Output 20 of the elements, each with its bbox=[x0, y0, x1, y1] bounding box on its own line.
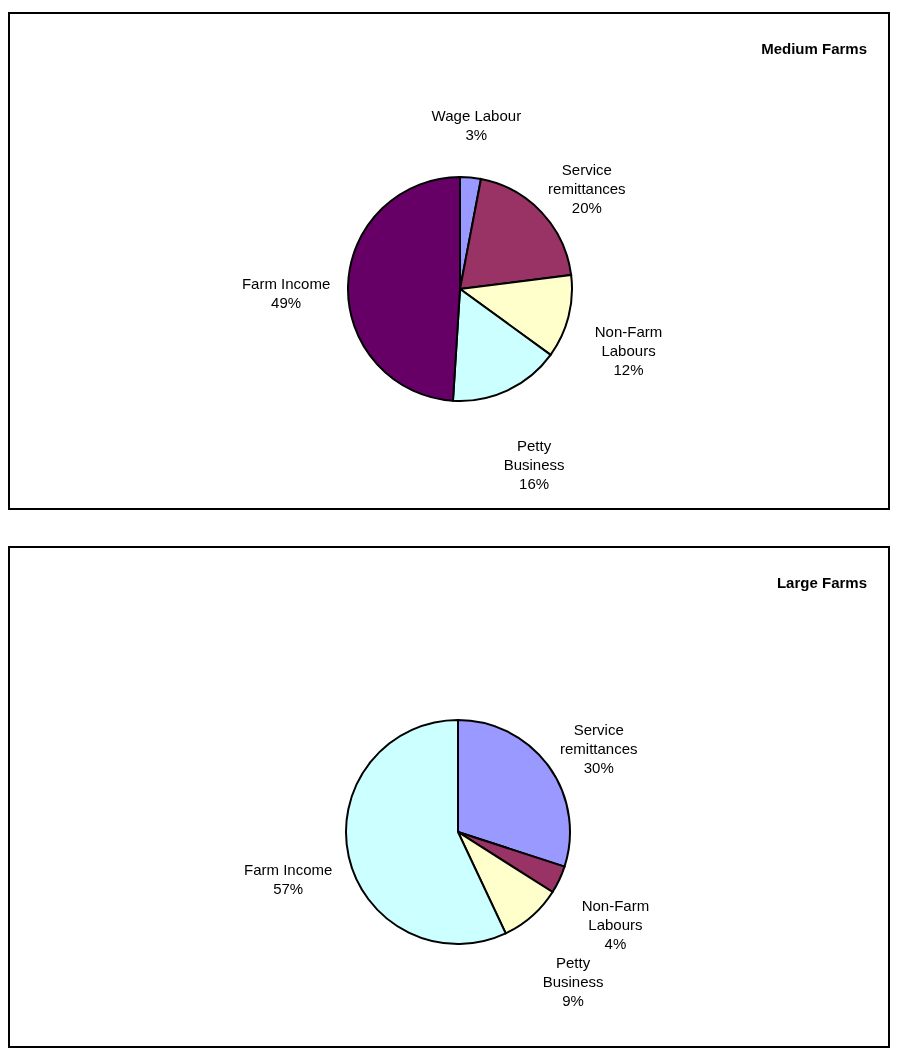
data-label: 9% bbox=[562, 991, 584, 1009]
data-label: 49% bbox=[271, 293, 302, 311]
data-label: 3% bbox=[465, 125, 488, 143]
slice-label: Non-Farm Labours bbox=[594, 323, 663, 360]
slice-label: Non-Farm Labours bbox=[581, 897, 650, 934]
data-label: 30% bbox=[583, 758, 614, 776]
data-label: 16% bbox=[519, 475, 550, 493]
slice-label: Farm Income bbox=[244, 860, 333, 878]
slice-label: Petty Business bbox=[503, 437, 565, 474]
slice-label: Service remittances bbox=[560, 720, 638, 757]
text: Large Farms bbox=[776, 574, 867, 591]
slice-label: Farm Income bbox=[241, 274, 331, 292]
slice-label: Petty Business bbox=[542, 953, 604, 990]
data-label: 20% bbox=[571, 198, 602, 216]
text: Medium Farms bbox=[761, 40, 867, 57]
slice-label: Service remittances bbox=[548, 160, 626, 197]
data-label: 12% bbox=[613, 361, 644, 379]
data-label: 57% bbox=[273, 879, 304, 897]
data-label: 4% bbox=[604, 935, 627, 953]
slice-label: Wage Labour bbox=[431, 106, 522, 124]
